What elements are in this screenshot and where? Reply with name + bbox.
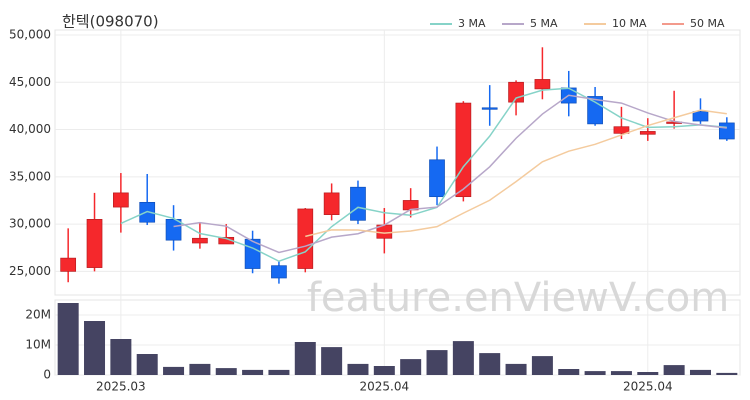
x-tick-label: 2025.04 bbox=[623, 380, 673, 394]
y-tick-label: 10M bbox=[25, 338, 51, 352]
volume-bar bbox=[505, 363, 527, 375]
volume-bar bbox=[347, 363, 369, 375]
candle-body bbox=[113, 192, 129, 208]
volume-bar bbox=[584, 371, 606, 375]
watermark: feature.enViewV.com bbox=[307, 275, 729, 321]
legend-label: 5 MA bbox=[530, 17, 558, 30]
candle-body bbox=[613, 126, 630, 134]
y-tick-label: 40,000 bbox=[9, 122, 51, 136]
legend-label: 10 MA bbox=[612, 17, 647, 30]
candle-body bbox=[639, 131, 656, 135]
candle-body bbox=[534, 79, 551, 90]
volume-bar bbox=[452, 341, 474, 375]
y-tick-label: 0 bbox=[43, 368, 51, 382]
candle-body bbox=[481, 107, 498, 110]
candle-body bbox=[271, 265, 287, 279]
candle-body bbox=[429, 159, 445, 198]
x-tick-label: 2025.04 bbox=[360, 380, 410, 394]
volume-bar bbox=[689, 369, 711, 375]
candle-body bbox=[297, 208, 314, 269]
volume-bar bbox=[558, 369, 580, 375]
volume-bar bbox=[637, 372, 659, 375]
volume-bar bbox=[136, 354, 158, 375]
volume-bar bbox=[242, 369, 264, 375]
candle-body bbox=[455, 102, 472, 198]
volume-bar bbox=[610, 371, 632, 375]
candle-body bbox=[718, 122, 735, 140]
y-tick-label: 20M bbox=[25, 308, 51, 322]
y-tick-label: 30,000 bbox=[9, 217, 51, 231]
volume-bar bbox=[294, 342, 316, 375]
candle-body bbox=[587, 96, 603, 125]
volume-bar bbox=[373, 366, 395, 375]
volume-bar bbox=[268, 369, 290, 375]
candle-body bbox=[192, 237, 208, 244]
y-tick-label: 35,000 bbox=[9, 169, 51, 183]
volume-bar bbox=[57, 303, 79, 375]
ma-line bbox=[173, 94, 727, 254]
ma-line bbox=[120, 87, 727, 263]
volume-bar bbox=[189, 363, 211, 375]
volume-bar bbox=[663, 365, 685, 375]
candle-body bbox=[692, 111, 709, 122]
x-tick-label: 2025.03 bbox=[96, 380, 146, 394]
volume-bar bbox=[84, 321, 106, 375]
volume-bar bbox=[321, 347, 343, 375]
volume-bar bbox=[215, 368, 237, 375]
ma-line bbox=[305, 109, 727, 238]
volume-bar bbox=[426, 350, 448, 375]
volume-bar bbox=[716, 372, 738, 375]
candle-body bbox=[60, 257, 77, 272]
volume-bar bbox=[163, 366, 185, 375]
candle-body bbox=[165, 219, 182, 241]
legend-label: 50 MA bbox=[690, 17, 725, 30]
y-tick-label: 50,000 bbox=[9, 28, 51, 42]
volume-bar bbox=[110, 339, 132, 375]
legend-label: 3 MA bbox=[458, 17, 486, 30]
chart-title: 한텍(098070) bbox=[62, 13, 159, 31]
panel-frame bbox=[54, 29, 741, 296]
y-tick-label: 45,000 bbox=[9, 75, 51, 89]
y-tick-label: 25,000 bbox=[9, 264, 51, 278]
volume-bar bbox=[400, 359, 422, 375]
volume-bar bbox=[479, 353, 501, 375]
candle-body bbox=[323, 192, 340, 215]
candle-body bbox=[86, 219, 103, 268]
volume-bar bbox=[531, 356, 553, 375]
candle-body bbox=[350, 186, 366, 221]
